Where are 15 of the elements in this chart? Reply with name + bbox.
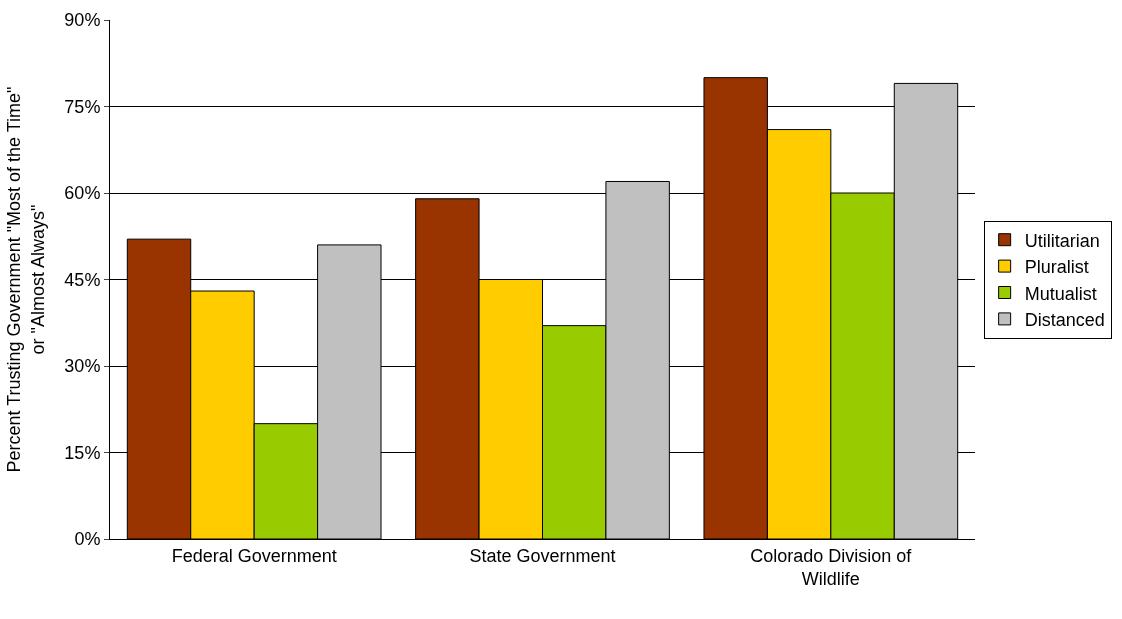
- legend-label: Pluralist: [1024, 257, 1089, 278]
- x-tick-label: State Government: [469, 545, 616, 566]
- y-tick-label: 0%: [74, 529, 101, 550]
- x-tick-label: Federal Government: [171, 545, 337, 566]
- y-axis-title: Percent Trusting Government "Most of the Time" or "Almost Always": [4, 86, 48, 473]
- y-tick-label: 30%: [64, 356, 101, 377]
- x-tick-label: Colorado Division of Wildlife: [750, 545, 913, 589]
- y-tick-label: 90%: [64, 10, 101, 31]
- legend-label: Utilitarian: [1024, 230, 1100, 251]
- y-tick-label: 75%: [64, 96, 101, 117]
- legend-label: Mutualist: [1024, 283, 1097, 304]
- y-tick-label: 15%: [64, 442, 101, 463]
- legend-label: Distanced: [1024, 309, 1105, 330]
- y-tick-label: 60%: [64, 183, 101, 204]
- y-tick-label: 45%: [64, 269, 101, 290]
